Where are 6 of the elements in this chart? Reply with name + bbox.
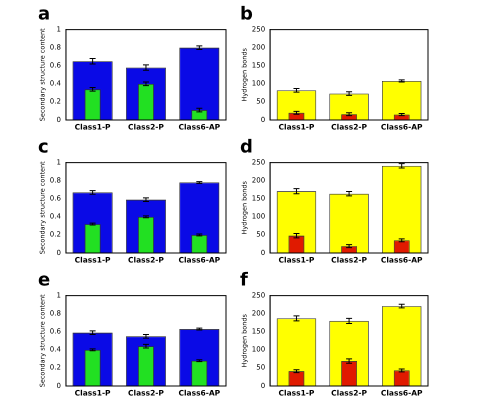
chart-title: f bbox=[240, 269, 248, 290]
chart-title: a bbox=[38, 3, 50, 24]
chart-title: b bbox=[240, 3, 253, 24]
chart-title: d bbox=[240, 136, 253, 158]
chart-title: e bbox=[38, 269, 50, 290]
chart-title: c bbox=[38, 136, 49, 158]
